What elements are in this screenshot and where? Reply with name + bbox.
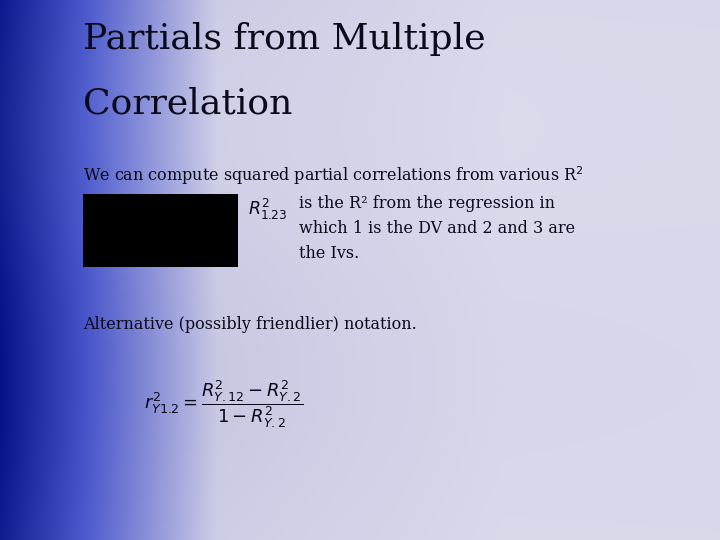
Text: is the R² from the regression in
which 1 is the DV and 2 and 3 are
the Ivs.: is the R² from the regression in which 1… — [299, 195, 575, 262]
Text: Correlation: Correlation — [83, 86, 292, 120]
Text: We can compute squared partial correlations from various R$^2$: We can compute squared partial correlati… — [83, 165, 583, 187]
Text: Partials from Multiple: Partials from Multiple — [83, 22, 485, 56]
Text: $R^2_{1.23}$: $R^2_{1.23}$ — [248, 197, 288, 222]
Text: $r^2_{Y1.2} = \dfrac{R^2_{Y.12} - R^2_{Y.2}}{1 - R^2_{Y.2}}$: $r^2_{Y1.2} = \dfrac{R^2_{Y.12} - R^2_{Y… — [144, 378, 304, 430]
Text: values.: values. — [83, 195, 140, 212]
FancyBboxPatch shape — [83, 194, 238, 267]
Text: Alternative (possibly friendlier) notation.: Alternative (possibly friendlier) notati… — [83, 316, 417, 333]
